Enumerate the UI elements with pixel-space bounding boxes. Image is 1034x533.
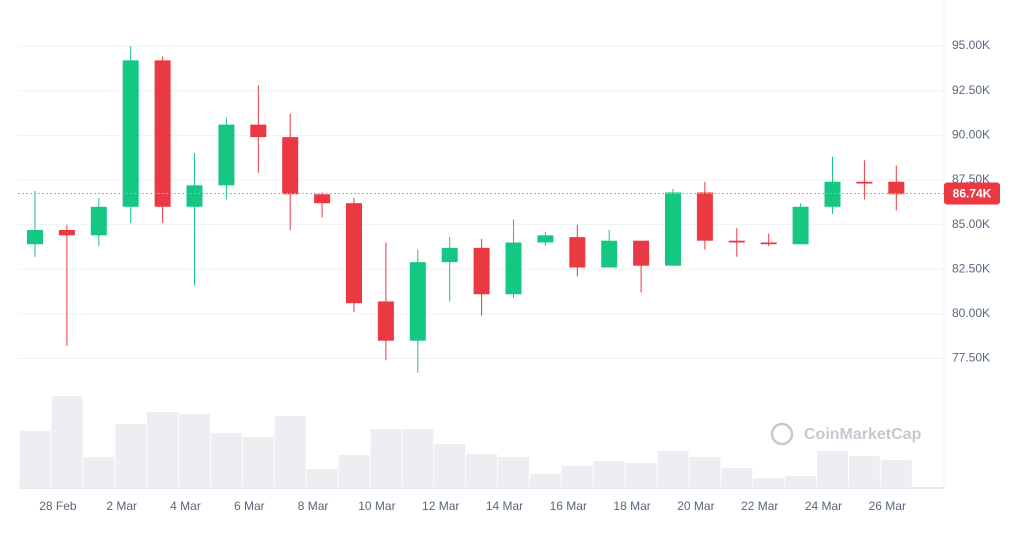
candle-body bbox=[760, 242, 777, 245]
candle-body bbox=[346, 203, 362, 304]
x-tick-label: 12 Mar bbox=[422, 499, 459, 513]
candle-body bbox=[409, 262, 426, 341]
x-tick-label: 14 Mar bbox=[486, 499, 523, 513]
volume-bar bbox=[274, 416, 306, 488]
candle-body bbox=[569, 237, 586, 268]
volume-bar bbox=[115, 424, 147, 488]
candle-body bbox=[665, 192, 681, 266]
last-price-box bbox=[944, 182, 1000, 205]
y-tick-label: 95.00K bbox=[952, 38, 990, 52]
candle-body bbox=[154, 60, 171, 207]
candle-body bbox=[792, 206, 809, 245]
x-tick-label: 24 Mar bbox=[805, 499, 842, 513]
volume-bar bbox=[83, 457, 115, 488]
volume-bar bbox=[721, 468, 753, 488]
volume-bar bbox=[370, 429, 402, 488]
x-tick-label: 4 Mar bbox=[170, 499, 201, 513]
volume-bar bbox=[498, 457, 529, 488]
volume-bar bbox=[785, 476, 817, 488]
candle-body bbox=[505, 242, 522, 295]
volume-bar bbox=[593, 461, 625, 488]
volume-bar bbox=[179, 414, 210, 488]
x-tick-label: 18 Mar bbox=[613, 499, 650, 513]
volume-bar bbox=[51, 396, 83, 488]
watermark: CoinMarketCap bbox=[770, 422, 922, 446]
volume-bar bbox=[338, 455, 370, 488]
y-tick-label: 77.50K bbox=[952, 351, 990, 365]
volume-bar bbox=[689, 457, 721, 488]
candle-body bbox=[122, 60, 139, 207]
candle-body bbox=[27, 229, 43, 245]
volume-bar bbox=[880, 460, 912, 488]
x-tick-label: 28 Feb bbox=[39, 499, 77, 513]
candle-body bbox=[888, 181, 905, 195]
x-tick-label: 16 Mar bbox=[550, 499, 587, 513]
volume-bar bbox=[529, 474, 561, 488]
candle-body bbox=[250, 124, 267, 138]
volume-bar bbox=[466, 454, 498, 488]
volume-bar bbox=[19, 431, 51, 488]
candle-body bbox=[186, 185, 203, 207]
candle-body bbox=[473, 247, 490, 295]
volume-bar bbox=[848, 456, 880, 488]
volume-bar bbox=[242, 437, 274, 488]
volume-bar bbox=[625, 463, 657, 488]
x-tick-label: 20 Mar bbox=[677, 499, 714, 513]
candle-body bbox=[696, 192, 713, 241]
candle-body bbox=[441, 247, 458, 263]
volume-bar bbox=[753, 478, 785, 488]
candle-body bbox=[633, 240, 650, 266]
y-tick-label: 85.00K bbox=[952, 217, 990, 231]
volume-bar bbox=[147, 412, 179, 488]
x-tick-label: 6 Mar bbox=[234, 499, 265, 513]
volume-bar bbox=[817, 451, 848, 488]
y-tick-label: 92.50K bbox=[952, 83, 990, 97]
candle-body bbox=[824, 181, 841, 207]
watermark-text: CoinMarketCap bbox=[804, 426, 922, 443]
volume-bar bbox=[657, 451, 689, 488]
candle-body bbox=[282, 137, 299, 195]
candle-body bbox=[537, 235, 554, 243]
last-price-label: 86.74K bbox=[953, 187, 992, 201]
candle-body bbox=[218, 124, 235, 186]
volume-bar bbox=[210, 433, 242, 488]
y-tick-label: 90.00K bbox=[952, 128, 990, 142]
volume-bar bbox=[402, 429, 434, 488]
y-tick-label: 80.00K bbox=[952, 306, 990, 320]
candle-body bbox=[314, 194, 331, 204]
candle-body bbox=[58, 229, 75, 236]
candle-body bbox=[90, 206, 107, 236]
x-tick-label: 22 Mar bbox=[741, 499, 778, 513]
y-tick-label: 82.50K bbox=[952, 261, 990, 275]
volume-bar bbox=[306, 469, 338, 488]
candle-body bbox=[728, 240, 745, 243]
candle-body bbox=[377, 301, 394, 341]
x-tick-label: 2 Mar bbox=[106, 499, 137, 513]
x-tick-label: 8 Mar bbox=[298, 499, 329, 513]
volume-bar bbox=[561, 466, 593, 488]
x-tick-label: 26 Mar bbox=[869, 499, 906, 513]
candle-body bbox=[856, 181, 873, 184]
x-tick-label: 10 Mar bbox=[358, 499, 395, 513]
candle-body bbox=[601, 240, 618, 268]
volume-bar bbox=[434, 444, 466, 488]
